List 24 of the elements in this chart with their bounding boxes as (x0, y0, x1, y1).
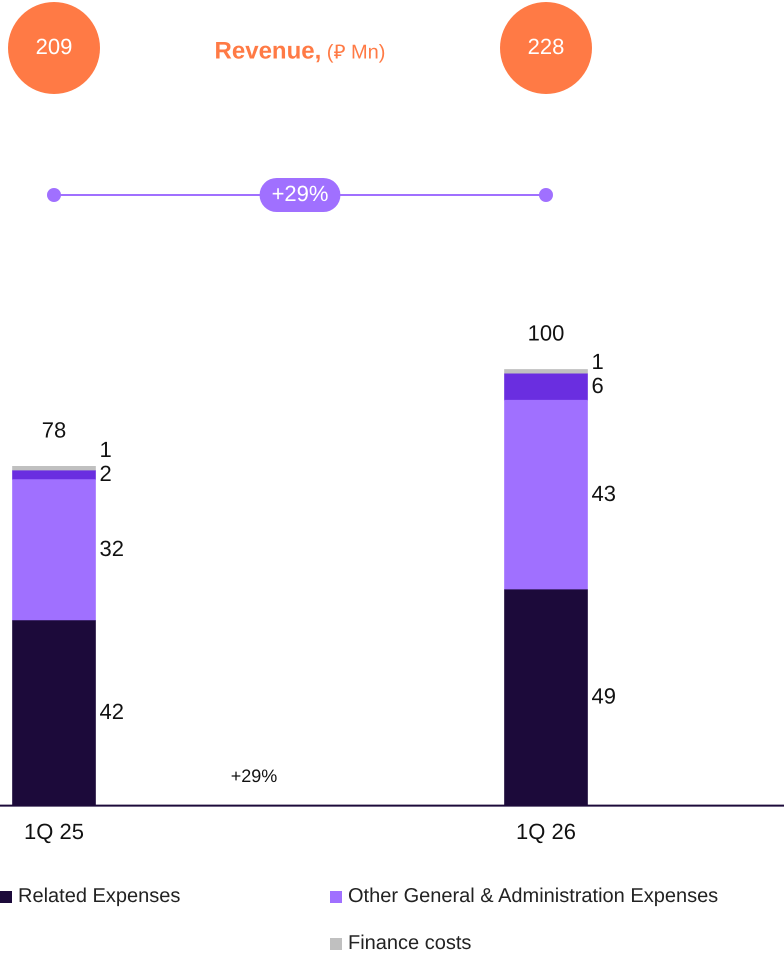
bar (504, 373, 588, 401)
total-label: 78 (42, 417, 66, 442)
legend-label: Other General & Administration Expenses (348, 885, 718, 908)
x-tick-label: 1Q 25 (24, 818, 84, 844)
bar (504, 400, 588, 590)
legend-label: Related Expenses (18, 885, 180, 908)
legend-label: Finance costs (348, 932, 472, 955)
x-tick-label: 1Q 26 (516, 818, 576, 844)
data-label: 6 (592, 373, 604, 398)
chart-title: Revenue, (⃁ Mn) (214, 38, 386, 65)
total-label: 100 (528, 320, 564, 346)
text: +29% (272, 181, 328, 206)
annotation: +29% (230, 766, 278, 786)
text: 228 (528, 34, 564, 60)
data-label: 1 (100, 437, 112, 462)
data-label: 1 (592, 349, 604, 374)
data-label: 32 (100, 536, 124, 562)
data-label: 42 (100, 699, 124, 724)
data-label: 2 (100, 461, 112, 486)
bar (12, 479, 96, 621)
text: 209 (36, 34, 72, 60)
data-label: 49 (592, 684, 616, 709)
data-label: 43 (592, 481, 616, 506)
bar (12, 470, 96, 480)
